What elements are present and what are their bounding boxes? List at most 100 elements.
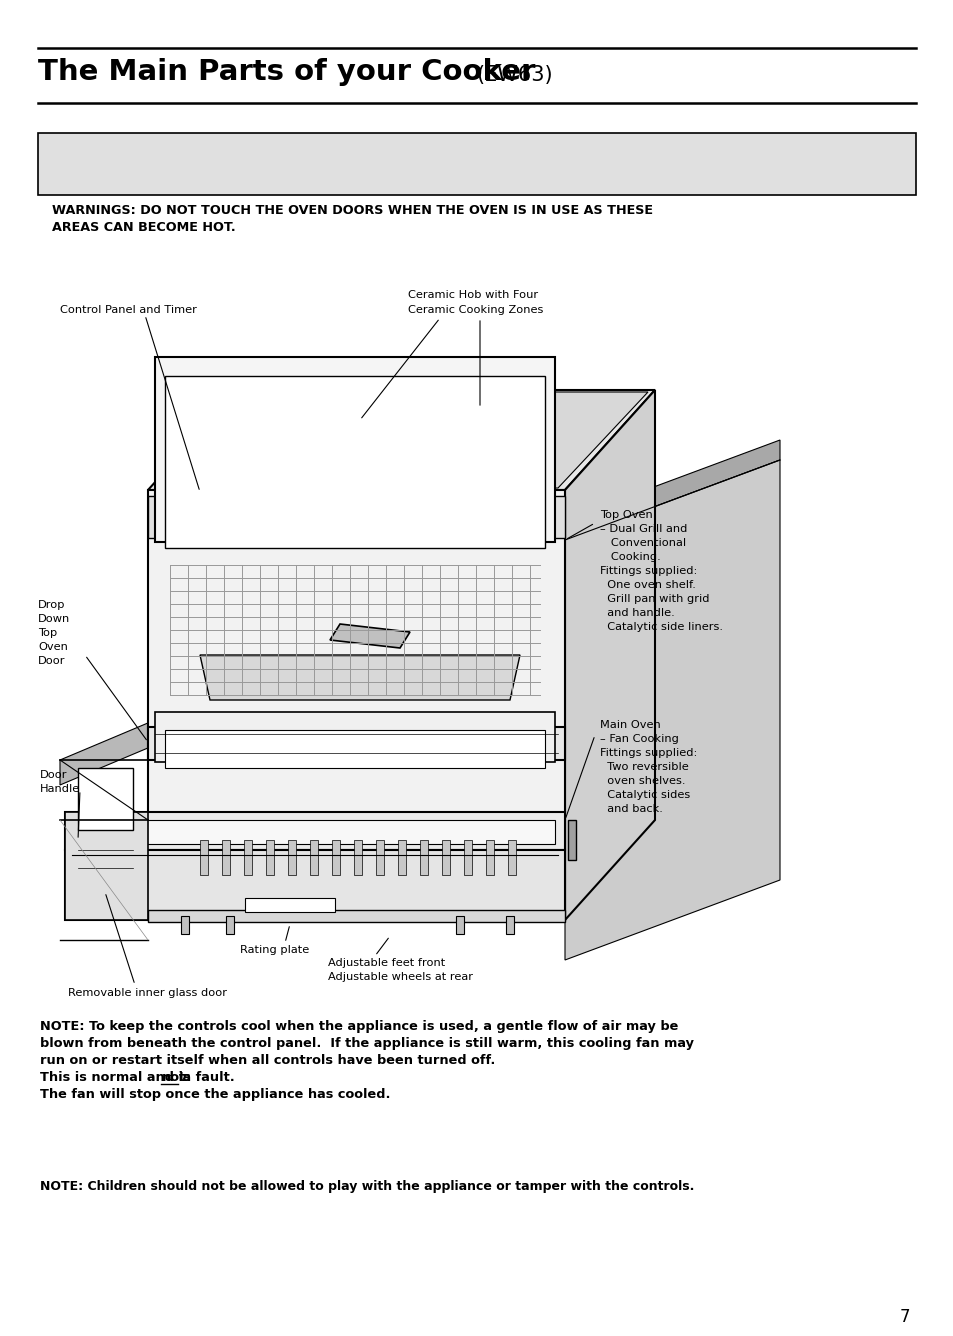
Bar	[463, 840, 472, 875]
Polygon shape	[65, 850, 564, 921]
Ellipse shape	[500, 509, 518, 526]
Ellipse shape	[198, 506, 222, 530]
Ellipse shape	[427, 402, 492, 428]
Ellipse shape	[282, 444, 377, 481]
Text: Cooking.: Cooking.	[599, 552, 660, 562]
Text: – Dual Grill and: – Dual Grill and	[599, 524, 687, 534]
Polygon shape	[330, 624, 410, 648]
Text: AREAS CAN BECOME HOT.: AREAS CAN BECOME HOT.	[52, 220, 235, 234]
Bar	[345, 512, 405, 530]
FancyBboxPatch shape	[38, 134, 915, 195]
Text: blown from beneath the control panel.  If the appliance is still warm, this cool: blown from beneath the control panel. If…	[40, 1037, 693, 1050]
Polygon shape	[65, 812, 564, 850]
Text: NOTE: Children should not be allowed to play with the appliance or tamper with t: NOTE: Children should not be allowed to …	[40, 1180, 694, 1193]
Text: Oven: Oven	[38, 643, 68, 652]
Ellipse shape	[536, 509, 554, 526]
Text: Top: Top	[38, 628, 57, 639]
Text: Catalytic sides: Catalytic sides	[599, 790, 690, 800]
Polygon shape	[564, 390, 655, 921]
Text: oven shelves.: oven shelves.	[599, 776, 685, 786]
Polygon shape	[148, 490, 564, 921]
Text: NOTE: To keep the controls cool when the appliance is used, a gentle flow of air: NOTE: To keep the controls cool when the…	[40, 1019, 678, 1033]
Text: Ceramic Cooking Zones: Ceramic Cooking Zones	[408, 305, 543, 315]
Polygon shape	[148, 390, 655, 490]
Ellipse shape	[446, 434, 514, 462]
Text: Grill pan with grid: Grill pan with grid	[599, 595, 709, 604]
Text: Drop: Drop	[38, 600, 66, 611]
Text: The Main Parts of your Cooker: The Main Parts of your Cooker	[38, 57, 535, 86]
Ellipse shape	[273, 413, 357, 448]
Polygon shape	[75, 820, 555, 844]
Text: (EW63): (EW63)	[476, 65, 552, 86]
Ellipse shape	[420, 509, 438, 526]
Bar	[148, 496, 564, 538]
Text: Door: Door	[38, 656, 66, 667]
Bar	[154, 712, 555, 762]
Bar	[165, 729, 544, 768]
Bar	[226, 916, 233, 934]
Ellipse shape	[456, 509, 474, 526]
Ellipse shape	[274, 506, 297, 530]
Polygon shape	[65, 812, 148, 921]
Text: Catalytic side liners.: Catalytic side liners.	[599, 623, 722, 632]
Polygon shape	[564, 440, 780, 540]
Text: Top Oven: Top Oven	[599, 510, 652, 520]
Text: Door: Door	[40, 770, 68, 780]
Ellipse shape	[282, 417, 347, 444]
Bar	[245, 898, 335, 912]
Bar	[200, 840, 208, 875]
Text: Conventional: Conventional	[599, 538, 685, 548]
Polygon shape	[200, 655, 519, 700]
Polygon shape	[158, 391, 647, 488]
Bar	[288, 840, 295, 875]
Text: not: not	[161, 1071, 186, 1083]
Text: Rating plate: Rating plate	[240, 945, 309, 955]
Bar	[310, 840, 317, 875]
Bar	[154, 357, 555, 542]
Text: – Fan Cooking: – Fan Cooking	[599, 733, 679, 744]
Bar	[441, 840, 450, 875]
Bar	[419, 840, 428, 875]
Text: This is normal and is: This is normal and is	[40, 1071, 195, 1083]
Text: Main Oven: Main Oven	[599, 720, 660, 729]
Text: Adjustable wheels at rear: Adjustable wheels at rear	[328, 973, 473, 982]
Bar	[222, 840, 230, 875]
Bar	[485, 840, 494, 875]
Polygon shape	[148, 727, 564, 760]
Bar	[507, 840, 516, 875]
Text: Removable inner glass door: Removable inner glass door	[68, 989, 227, 998]
Text: Fittings supplied:: Fittings supplied:	[599, 566, 697, 576]
Bar	[375, 840, 384, 875]
Text: The fan will stop once the appliance has cooled.: The fan will stop once the appliance has…	[40, 1088, 390, 1101]
Text: Handle: Handle	[40, 784, 80, 794]
Text: Adjustable feet front: Adjustable feet front	[328, 958, 445, 969]
Text: and handle.: and handle.	[599, 608, 674, 619]
Bar	[397, 840, 406, 875]
Polygon shape	[564, 460, 780, 961]
Polygon shape	[60, 720, 154, 786]
Bar	[266, 840, 274, 875]
Text: run on or restart itself when all controls have been turned off.: run on or restart itself when all contro…	[40, 1054, 495, 1067]
Bar	[148, 910, 564, 922]
Ellipse shape	[235, 506, 260, 530]
Bar	[567, 820, 576, 860]
Text: Ceramic Hob with Four: Ceramic Hob with Four	[408, 290, 537, 301]
Text: WARNINGS: DO NOT TOUCH THE OVEN DOORS WHEN THE OVEN IS IN USE AS THESE: WARNINGS: DO NOT TOUCH THE OVEN DOORS WH…	[52, 204, 652, 216]
Bar	[456, 916, 463, 934]
Text: Fittings supplied:: Fittings supplied:	[599, 748, 697, 758]
Bar	[505, 916, 514, 934]
Bar	[78, 768, 132, 830]
Ellipse shape	[435, 429, 524, 466]
Text: One oven shelf.: One oven shelf.	[599, 580, 695, 591]
Bar	[332, 840, 339, 875]
Bar	[165, 375, 544, 548]
Bar	[181, 916, 189, 934]
Text: a fault.: a fault.	[178, 1071, 234, 1083]
Ellipse shape	[294, 448, 366, 476]
Bar	[244, 840, 252, 875]
Text: Control Panel and Timer: Control Panel and Timer	[60, 305, 196, 315]
Text: and back.: and back.	[599, 804, 662, 814]
Ellipse shape	[312, 506, 335, 530]
Text: 7: 7	[899, 1308, 909, 1327]
Bar	[354, 840, 361, 875]
